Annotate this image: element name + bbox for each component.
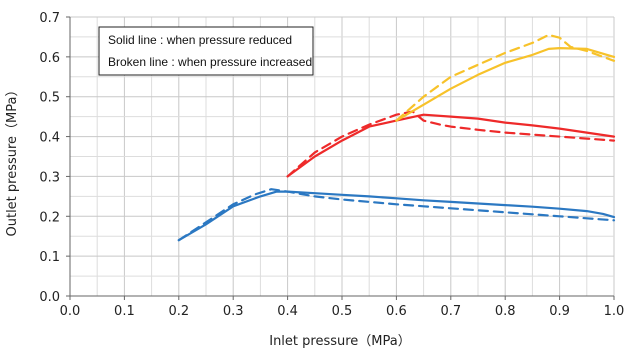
y-tick-label: 0.5 [39, 91, 60, 106]
series-line-dashed-1 [177, 188, 616, 242]
y-tick-label: 0.0 [39, 290, 60, 305]
series-line-dashed-3 [286, 110, 616, 178]
y-tick-labels: 0.0 0.1 0.2 0.3 0.4 0.5 0.6 0.7 [39, 11, 70, 305]
y-tick-label: 0.6 [39, 51, 60, 66]
series-lines [177, 33, 616, 242]
x-tick-label: 0.2 [168, 304, 189, 319]
legend-broken-line: Broken line : when pressure increased [108, 55, 312, 69]
legend-box [98, 26, 314, 76]
series-line-solid-4 [395, 47, 616, 122]
x-tick-label: 1.0 [604, 304, 625, 319]
x-tick-label: 0.8 [495, 304, 516, 319]
x-axis-title: Inlet pressure（MPa） [269, 334, 411, 349]
x-tick-label: 0.9 [549, 304, 570, 319]
x-tick-labels: 0.0 0.1 0.2 0.3 0.4 0.5 0.6 0.7 0.8 0.9 1.0 [60, 296, 625, 319]
legend-solid-line: Solid line : when pressure reduced [108, 33, 292, 47]
y-tick-label: 0.3 [39, 170, 60, 185]
y-tick-label: 0.7 [39, 11, 60, 26]
y-tick-label: 0.2 [39, 210, 60, 225]
x-tick-label: 0.4 [277, 304, 298, 319]
series-line-dashed-5 [395, 33, 616, 122]
x-tick-label: 0.3 [223, 304, 244, 319]
series-line-solid-0 [177, 190, 616, 242]
x-tick-label: 0.6 [386, 304, 407, 319]
x-tick-label: 0.0 [60, 304, 81, 319]
series-line-solid-2 [286, 113, 616, 178]
x-tick-label: 0.1 [114, 304, 135, 319]
x-tick-label: 0.5 [332, 304, 353, 319]
y-tick-label: 0.4 [39, 131, 60, 146]
y-tick-label: 0.1 [39, 250, 60, 265]
legend: Solid line : when pressure reduced Broke… [98, 26, 314, 76]
y-axis-title: Outlet pressure（MPa） [5, 84, 20, 237]
x-tick-label: 0.7 [440, 304, 461, 319]
